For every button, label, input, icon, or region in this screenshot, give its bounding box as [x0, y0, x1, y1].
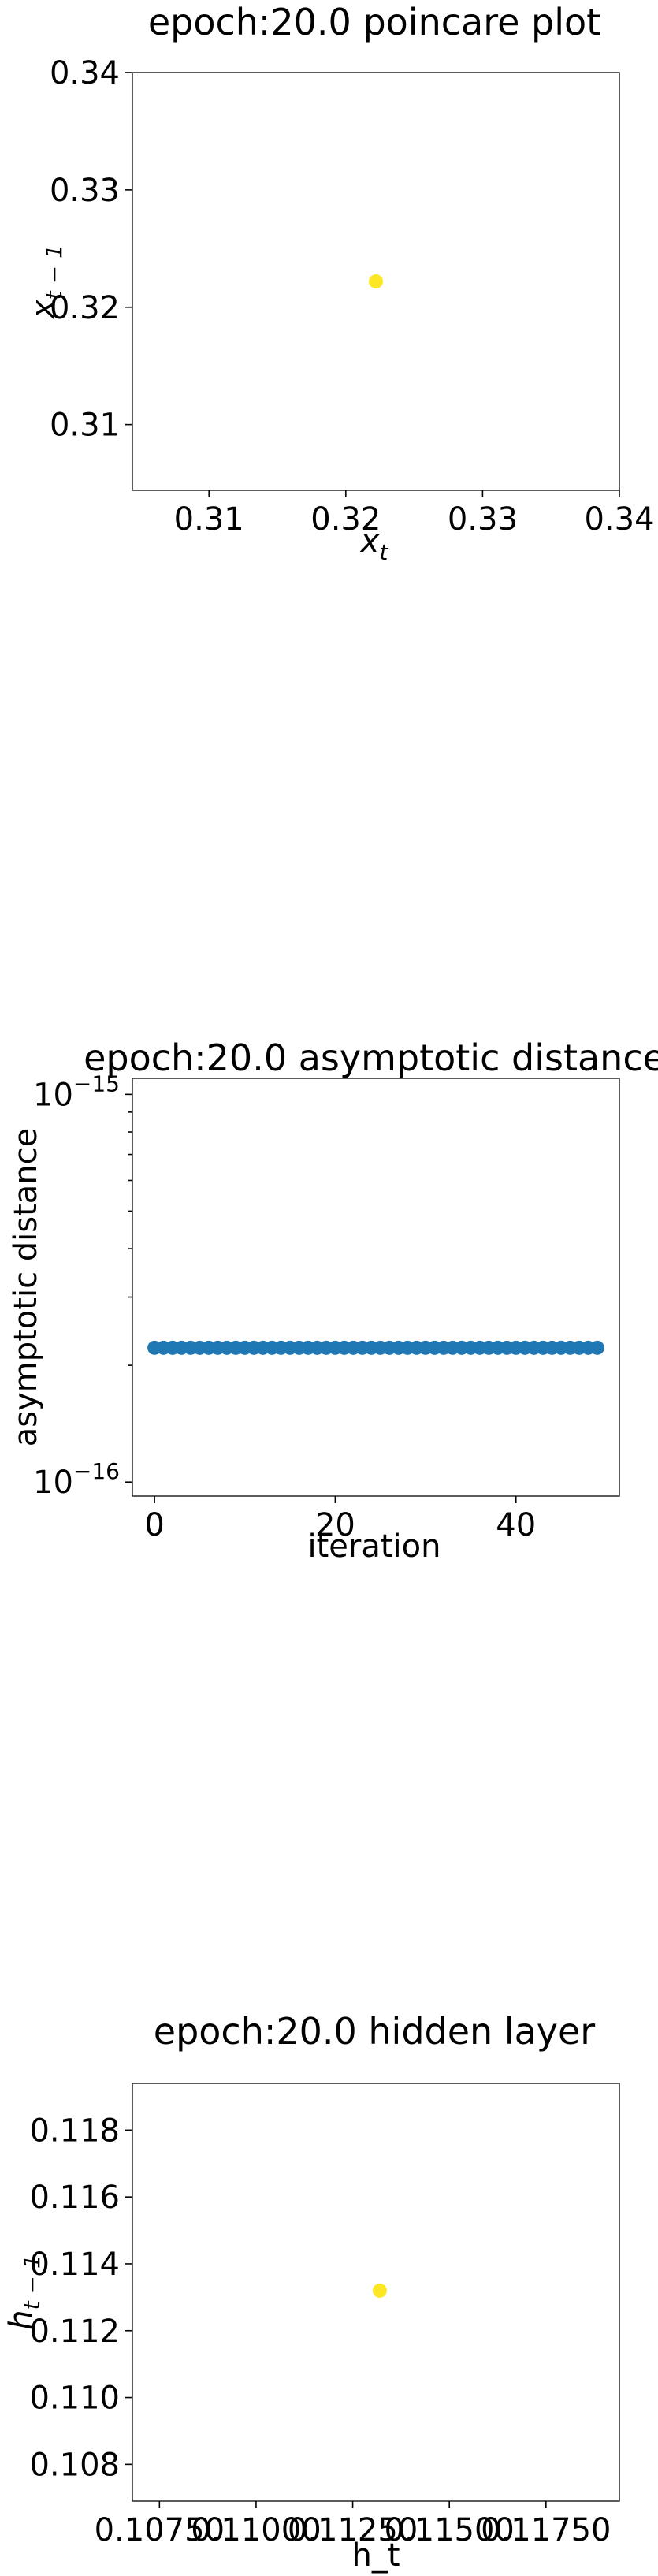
- scatter-point: [372, 2283, 387, 2298]
- y-tick-label: 0.112: [29, 2314, 120, 2350]
- y-tick-label: 0.34: [50, 55, 120, 91]
- x-axis-label: h_t: [351, 2537, 400, 2574]
- x-tick-label: 20: [315, 1507, 355, 1543]
- x-tick-label: 0.11250: [288, 2512, 418, 2548]
- x-tick-label: 0.11750: [481, 2512, 611, 2548]
- x-axis-ticks: 0.31 0.32 0.33 0.34: [174, 490, 655, 538]
- scatter-points: [369, 274, 383, 288]
- y-tick-base: 10: [33, 1077, 73, 1113]
- y-tick-label: 0.32: [50, 290, 120, 326]
- poincare-plot-chart: epoch:20.0 poincare plot 0.31 0.32 0.33 0.3…: [25, 1, 655, 565]
- x-tick-label: 0.32: [310, 501, 381, 538]
- y-axis-label: asymptotic distance: [8, 1128, 44, 1447]
- scatter-points: [372, 2283, 387, 2298]
- x-axis-label: xt: [359, 523, 389, 565]
- y-tick-exponent: −16: [73, 1458, 120, 1484]
- x-axis-ticks: 0 20 40: [144, 1496, 536, 1543]
- y-tick-label: 0.31: [50, 408, 120, 444]
- y-axis-ticks: 0.31 0.32 0.33 0.34: [50, 55, 132, 444]
- plot-frame: [132, 2083, 620, 2502]
- y-tick-label: 0.116: [29, 2180, 120, 2216]
- y-axis-label: xt − 1: [25, 244, 67, 320]
- hidden-layer-chart: epoch:20.0 hidden layer 0.107500.110000.…: [3, 2010, 620, 2574]
- plot-frame: [132, 1078, 620, 1497]
- y-tick-label: 10−16: [33, 1458, 120, 1501]
- y-axis-label: ht − 1: [3, 2254, 45, 2329]
- y-tick-label: 0.114: [29, 2247, 120, 2283]
- y-tick-exponent: −15: [73, 1070, 120, 1096]
- y-tick-label: 0.33: [50, 173, 120, 209]
- scatter-point: [369, 274, 383, 288]
- chart-title: epoch:20.0 poincare plot: [148, 1, 600, 43]
- y-tick-label: 0.110: [29, 2381, 120, 2417]
- x-axis-label: iteration: [308, 1528, 441, 1565]
- y-tick-label: 10−15: [33, 1070, 120, 1113]
- x-tick-label: 40: [496, 1507, 536, 1543]
- y-tick-label: 0.108: [29, 2447, 120, 2483]
- y-axis-ticks: 0.108 0.110 0.112 0.114 0.116 0.118: [29, 2113, 132, 2483]
- x-tick-label: 0.11000: [191, 2512, 321, 2548]
- asymptotic-distance-chart: epoch:20.0 asymptotic distance 0 20 40 10−…: [8, 1037, 658, 1565]
- scatter-point: [589, 1340, 604, 1355]
- x-tick-label: 0.11500: [384, 2512, 514, 2548]
- x-tick-label: 0.10750: [95, 2512, 225, 2548]
- x-tick-label: 0.34: [584, 501, 654, 538]
- y-tick-base: 10: [33, 1465, 73, 1501]
- x-tick-label: 0.33: [448, 501, 518, 538]
- y-tick-label: 0.118: [29, 2113, 120, 2149]
- chart-title: epoch:20.0 hidden layer: [154, 2010, 596, 2053]
- plot-frame: [132, 72, 620, 491]
- x-tick-label: 0: [144, 1507, 164, 1543]
- chart-title: epoch:20.0 asymptotic distance: [84, 1037, 658, 1079]
- scatter-points: [147, 1340, 604, 1355]
- x-tick-label: 0.31: [174, 501, 244, 538]
